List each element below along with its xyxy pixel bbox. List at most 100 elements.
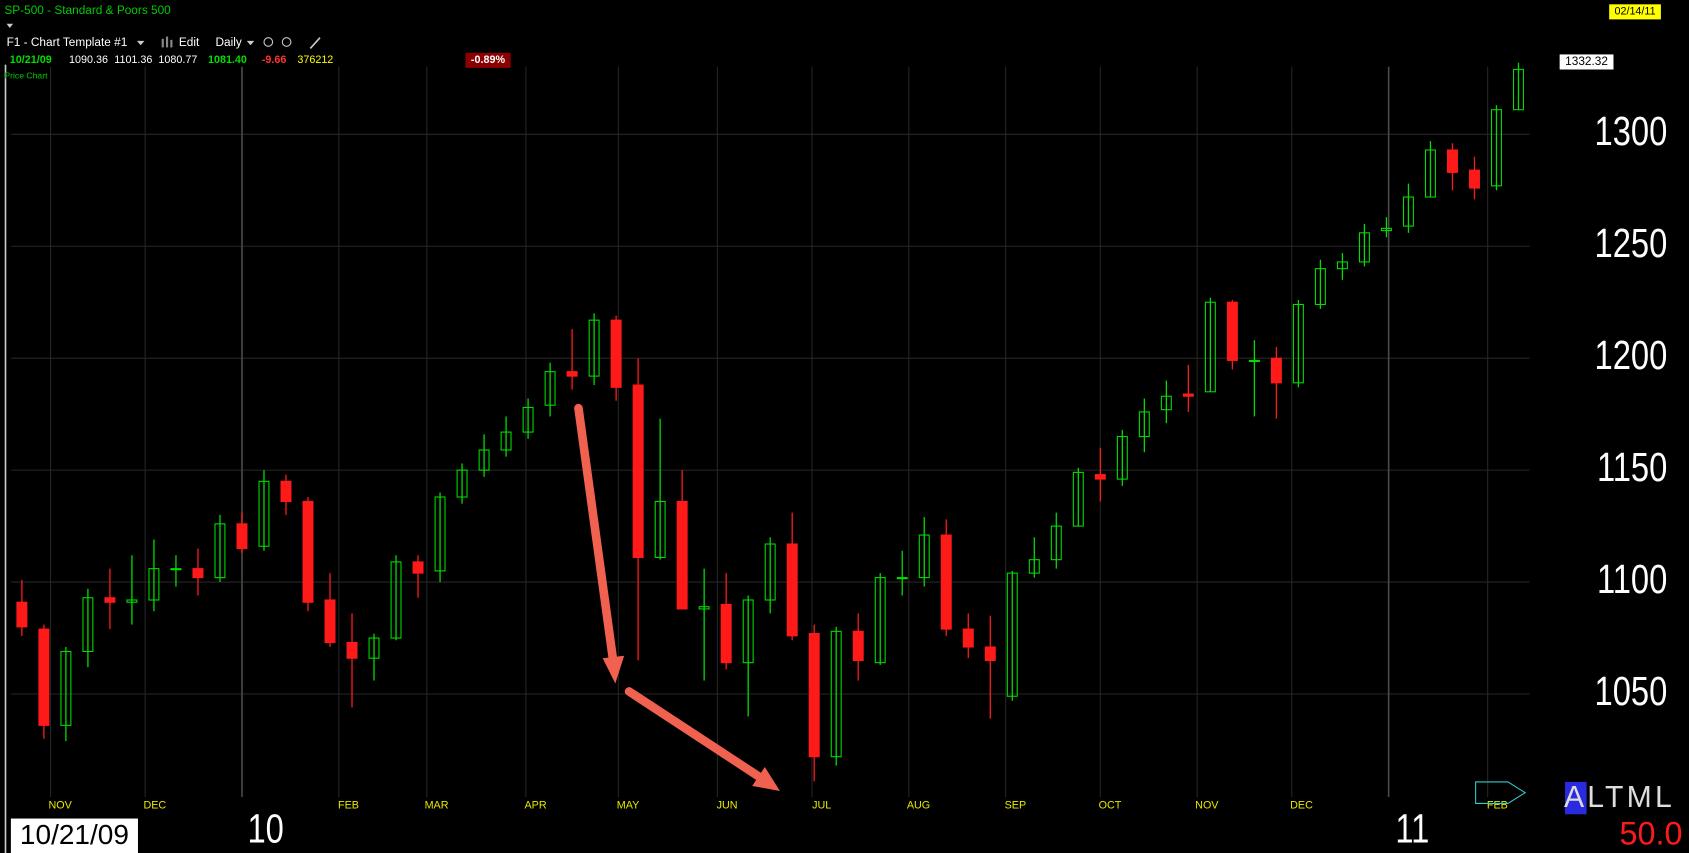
candle-body [1490,109,1502,187]
x-tick-label: MAY [617,799,640,811]
candle-body [390,561,402,639]
candles: 1332.32 [16,54,1614,782]
x-tick-label: NOV [49,799,73,811]
candle-body [1204,301,1216,393]
candle-body [852,630,864,661]
candle-body [1336,261,1348,270]
y-tick-label: 1150 [1597,443,1667,489]
menu-arrow[interactable] [6,23,14,29]
candle-body [610,319,622,388]
candle-body [522,406,534,433]
dropdown[interactable] [136,40,145,46]
x-tick-label: FEB [338,799,359,811]
candle-body [1028,559,1040,574]
candle-body [324,599,336,644]
candle-body [1270,357,1282,384]
x-tick-label: NOV [1195,799,1219,811]
pct-change: -0.89% [471,54,506,66]
candle-body [258,480,270,547]
quote-change: -9.66 [262,54,287,66]
x-tick-label: JUN [717,799,738,811]
candle-body [1226,301,1238,361]
bars-icon[interactable] [161,38,164,48]
candle-body [60,650,72,726]
edit[interactable]: Edit [179,35,200,49]
candle-body [148,568,160,601]
candle-body [478,449,490,471]
zoom-out[interactable] [281,37,292,47]
y-tick-label: 1200 [1595,331,1668,377]
candle-body [1446,149,1458,173]
zoom-in[interactable] [263,37,274,47]
mode-highlight [1565,781,1587,815]
footer-value: 50.0 [1620,815,1683,851]
candle-body [82,597,94,653]
mode[interactable]: ALTML [1564,781,1675,814]
candle-body [1160,395,1172,411]
candle-body [214,523,226,579]
candle-body [236,523,248,550]
y-tick-label: 1050 [1595,667,1668,713]
cursor-date: 10/21/09 [20,819,129,850]
x-tick-label: DEC [1290,799,1313,811]
arrow [624,687,765,782]
candle-body [786,543,798,637]
candle-body [170,568,182,571]
bars-icon[interactable] [165,36,169,48]
candle-body [1380,227,1392,232]
candle-body [764,543,776,601]
y-tick-label: 1100 [1597,555,1667,601]
candle-body [500,431,512,451]
grid: 1050 1100 1150 1200 1250 1300 NOV DEC FEB MAR APR M… [10,66,1668,851]
quote-volume: 376212 [297,54,333,66]
candle-body [346,641,358,659]
candle-body [830,630,842,758]
candle-body [720,603,732,664]
candle-body [1292,303,1304,384]
candle-body [962,628,974,648]
candle-body [1094,474,1106,480]
candle-body [456,469,468,498]
x-tick-label: MAR [425,799,449,811]
last-price-box [1559,54,1614,70]
candle-body [1248,359,1260,363]
candle-body [16,601,28,628]
candle-body [698,606,710,610]
symbol-title: SP-500 - Standard & Poors 500 [4,3,171,17]
date: 02/14/11 [1614,6,1655,18]
quote-date: 10/21/09 [10,54,52,66]
candle-body [984,646,996,661]
bars-icon[interactable] [170,39,173,48]
scroll-tag[interactable] [1475,781,1527,804]
candle-body [632,384,644,558]
candle-body [1050,525,1062,561]
pct-box [465,52,511,68]
candle-body [192,568,204,579]
arrow-head [752,767,780,791]
arrow-head [602,655,625,684]
candle-body [742,599,754,664]
annotation-arrows [574,403,780,791]
candle-body [566,371,578,377]
x-tick-label: AUG [907,799,930,811]
candle-body [126,599,138,603]
candle-body [280,480,292,503]
quote-low: 1080.77 [158,54,197,66]
quote-open: 1090.36 [69,54,108,66]
x-tick-label: APR [525,799,547,811]
interval[interactable]: Daily [216,35,242,49]
candle-body [896,577,908,580]
candle-body [1116,436,1128,480]
draw-tool[interactable] [309,37,321,50]
candle-body [1138,411,1150,438]
dropdown[interactable] [246,40,255,46]
candle-body [808,633,820,758]
candle-body [1358,232,1370,263]
template[interactable]: F1 - Chart Template #1 [7,35,128,49]
quote-close: 1081.40 [208,54,247,66]
candle-body [544,371,556,406]
x-tick-label: JUL [812,799,831,811]
candle-body [1512,68,1524,111]
